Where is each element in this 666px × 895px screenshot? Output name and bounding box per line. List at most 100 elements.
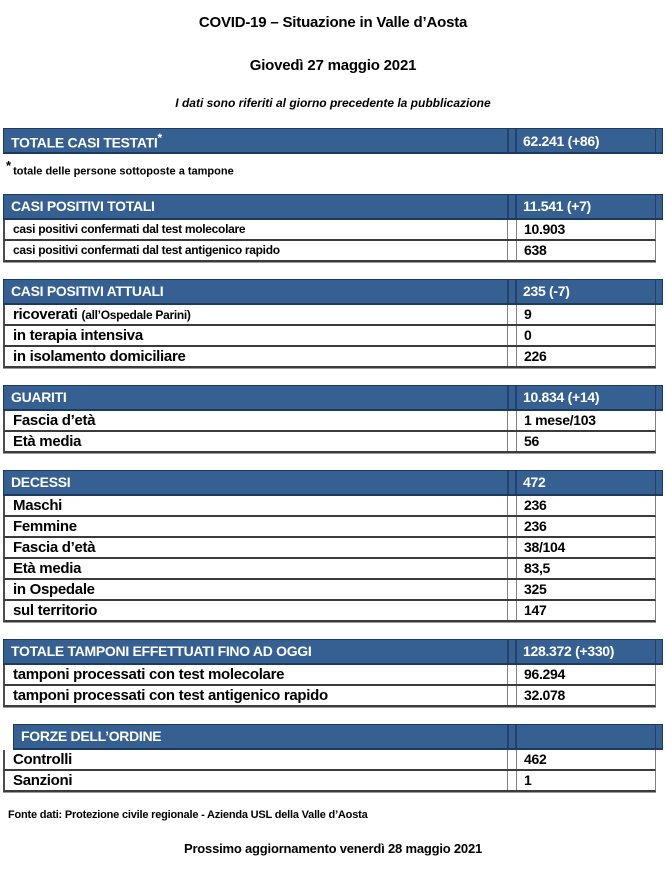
section-totale-tamponi: TOTALE TAMPONI EFFETTUATI FINO AD OGGI 12… bbox=[3, 638, 663, 708]
section-header-label: FORZE DELL’ORDINE bbox=[14, 728, 507, 744]
row-label-text: sul territorio bbox=[13, 601, 98, 619]
table-row: Età media 56 bbox=[3, 431, 656, 453]
section-guariti: GUARITI 10.834 (+14) Fascia d’età 1 mese/10… bbox=[3, 384, 663, 454]
row-label-text: tamponi processati con test antigenico r… bbox=[13, 686, 328, 704]
section-header: CASI POSITIVI ATTUALI 235 (-7) bbox=[3, 278, 663, 305]
row-value: 83,5 bbox=[524, 560, 551, 577]
row-value: 0 bbox=[524, 327, 532, 344]
table-row: casi positivi confermati dal test moleco… bbox=[3, 219, 656, 241]
row-label-text: tamponi processati con test molecolare bbox=[13, 665, 285, 683]
row-label: Femmine bbox=[5, 518, 507, 535]
table-edge bbox=[655, 385, 662, 409]
table-row: Sanzioni 1 bbox=[3, 770, 656, 792]
section-header-label: TOTALE CASI TESTATI* bbox=[4, 131, 507, 151]
page-title: COVID-19 – Situazione in Valle d’Aosta bbox=[198, 14, 468, 31]
row-label: in Ospedale bbox=[5, 581, 507, 598]
row-label: in isolamento domiciliare bbox=[5, 348, 507, 365]
table-row: tamponi processati con test molecolare 96… bbox=[3, 664, 656, 686]
column-divider bbox=[507, 724, 517, 748]
column-divider bbox=[507, 749, 517, 769]
row-label-text: Sanzioni bbox=[13, 771, 73, 789]
section-header: TOTALE CASI TESTATI* 62.241 (+86) bbox=[3, 128, 663, 154]
column-divider bbox=[507, 537, 517, 557]
section-rows: tamponi processati con test molecolare 96… bbox=[3, 664, 656, 708]
row-label-text: in isolamento domiciliare bbox=[13, 347, 186, 365]
row-value: 226 bbox=[524, 348, 547, 365]
section-header-text: TOTALE CASI TESTATI bbox=[11, 134, 158, 151]
row-value: 32.078 bbox=[524, 687, 566, 704]
row-value: 9 bbox=[524, 306, 532, 323]
section-header-value: 10.834 (+14) bbox=[523, 389, 600, 406]
row-label: Età media bbox=[5, 433, 507, 450]
section-rows: Maschi 236 Femmine 236 Fascia d’età 38/104 Età… bbox=[3, 495, 656, 623]
row-label-text: casi positivi confermati dal test antige… bbox=[13, 243, 280, 258]
column-divider bbox=[507, 325, 517, 345]
table-row: Maschi 236 bbox=[3, 495, 656, 517]
row-label: Maschi bbox=[5, 497, 507, 514]
section-rows: casi positivi confermati dal test moleco… bbox=[3, 219, 656, 263]
column-divider bbox=[507, 558, 517, 578]
row-value: 638 bbox=[524, 242, 547, 259]
row-label-text: Femmine bbox=[13, 517, 77, 535]
section-header-label: GUARITI bbox=[4, 389, 507, 405]
table-edge bbox=[655, 129, 662, 152]
table-row: in Ospedale 325 bbox=[3, 579, 656, 601]
section-header-text: TOTALE TAMPONI EFFETTUATI FINO AD OGGI bbox=[11, 643, 312, 660]
row-label: casi positivi confermati dal test moleco… bbox=[5, 222, 507, 236]
section-header-value: 472 bbox=[523, 474, 546, 491]
footnote-text: totale delle persone sottoposte a tampon… bbox=[13, 165, 234, 178]
section-rows: ricoverati (all’Ospedale Parini) 9 in terap… bbox=[3, 304, 656, 369]
section-header-text: DECESSI bbox=[11, 474, 71, 491]
section-header-value: 11.541 (+7) bbox=[523, 198, 591, 215]
sections-container: TOTALE CASI TESTATI* 62.241 (+86) * totale … bbox=[3, 128, 663, 793]
table-row: Femmine 236 bbox=[3, 516, 656, 538]
row-value: 96.294 bbox=[524, 666, 566, 683]
report-date: Giovedì 27 maggio 2021 bbox=[249, 57, 417, 74]
section-header: GUARITI 10.834 (+14) bbox=[3, 384, 663, 411]
row-label: tamponi processati con test antigenico r… bbox=[5, 687, 507, 704]
section-totale-casi-testati: TOTALE CASI TESTATI* 62.241 (+86) * totale … bbox=[3, 128, 663, 178]
section-header-value: 62.241 (+86) bbox=[523, 132, 600, 149]
section-header: FORZE DELL’ORDINE bbox=[13, 723, 663, 750]
section-header-label: TOTALE TAMPONI EFFETTUATI FINO AD OGGI bbox=[4, 643, 507, 659]
section-casi-positivi-attuali: CASI POSITIVI ATTUALI 235 (-7) ricoverati(… bbox=[3, 278, 663, 369]
next-update: Prossimo aggiornamento venerdì 28 maggio… bbox=[183, 840, 483, 856]
section-header-text: FORZE DELL’ORDINE bbox=[21, 728, 162, 745]
row-value: 147 bbox=[524, 602, 547, 619]
row-value: 1 mese/103 bbox=[524, 412, 596, 429]
row-label: Controlli bbox=[5, 751, 507, 768]
section-header-value: 235 (-7) bbox=[523, 283, 570, 300]
row-label: casi positivi confermati dal test antige… bbox=[5, 243, 507, 257]
section-casi-positivi-totali: CASI POSITIVI TOTALI 11.541 (+7) casi posi… bbox=[3, 193, 663, 263]
column-divider bbox=[507, 685, 517, 705]
row-label-text: in terapia intensiva bbox=[13, 326, 143, 344]
row-value: 462 bbox=[524, 751, 547, 768]
section-header: DECESSI 472 bbox=[3, 469, 663, 496]
table-row: in isolamento domiciliare 226 bbox=[3, 346, 656, 368]
column-divider bbox=[507, 600, 517, 620]
table-row: ricoverati (all’Ospedale Parini) 9 bbox=[3, 304, 656, 326]
row-value: 236 bbox=[524, 518, 547, 535]
row-label-text: Controlli bbox=[13, 750, 72, 768]
row-label: in terapia intensiva bbox=[5, 327, 507, 344]
row-label-text: Fascia d’età bbox=[13, 538, 96, 556]
section-header: TOTALE TAMPONI EFFETTUATI FINO AD OGGI 12… bbox=[3, 638, 663, 665]
row-label: Età media bbox=[5, 560, 507, 577]
table-row: sul territorio 147 bbox=[3, 600, 656, 622]
column-divider bbox=[507, 579, 517, 599]
footnote-marker: * bbox=[157, 130, 162, 145]
row-value: 10.903 bbox=[524, 221, 566, 238]
row-label-text: Fascia d’età bbox=[13, 411, 96, 429]
table-row: Età media 83,5 bbox=[3, 558, 656, 580]
column-divider bbox=[507, 664, 517, 684]
table-row: Fascia d’età 38/104 bbox=[3, 537, 656, 559]
column-divider bbox=[507, 410, 517, 430]
row-value: 1 bbox=[524, 772, 532, 789]
reference-note: I dati sono riferiti al giorno precedent… bbox=[175, 96, 491, 110]
row-label-note: (all’Ospedale Parini) bbox=[81, 307, 191, 322]
table-row: Fascia d’età 1 mese/103 bbox=[3, 410, 656, 432]
column-divider bbox=[507, 219, 517, 239]
column-divider bbox=[507, 279, 517, 303]
section-header-label: CASI POSITIVI ATTUALI bbox=[4, 283, 507, 299]
